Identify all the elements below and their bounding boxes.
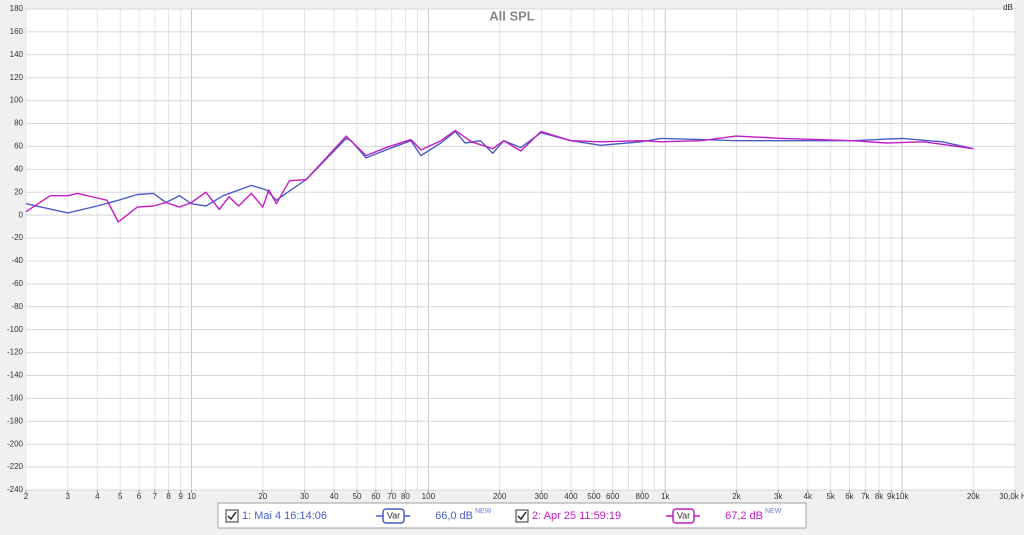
y-tick-label: 80	[14, 119, 23, 128]
legend	[217, 502, 807, 529]
legend-badge: NEW	[475, 508, 492, 515]
y-tick-label: -100	[7, 325, 24, 334]
plot-area	[25, 8, 1016, 491]
legend-items: 1: Mai 4 16:14:06 Var 66,0 dB NEW 2: Apr 25 …	[225, 508, 782, 524]
x-tick-label: 400	[564, 492, 578, 501]
x-tick-label: 40	[330, 492, 339, 501]
x-tick-label: 8	[166, 492, 171, 501]
x-tick-label: 5	[118, 492, 123, 501]
x-tick-label: 9	[178, 492, 183, 501]
checkbox[interactable]	[225, 509, 239, 523]
x-tick-label: 800	[636, 492, 650, 501]
x-tick-label: 9k	[887, 492, 896, 501]
y-tick-label: -60	[11, 279, 23, 288]
series-line	[25, 129, 974, 223]
y-tick-label: 40	[14, 164, 23, 173]
x-tick-label: 10k	[896, 492, 910, 501]
y-tick-label: -160	[7, 393, 24, 402]
legend-tag-box[interactable]	[382, 508, 405, 524]
y-axis-label: dB	[1003, 3, 1013, 12]
x-tick-label: 20k	[967, 492, 981, 501]
checkbox[interactable]	[515, 509, 529, 523]
x-tick-label: 3	[65, 492, 70, 501]
y-tick-label: 140	[10, 50, 24, 59]
x-tick-label: 60	[371, 492, 380, 501]
y-tick-label: 160	[10, 27, 24, 36]
y-tick-label: -220	[7, 462, 24, 471]
y-tick-label: -180	[7, 416, 24, 425]
x-tick-label: 7	[153, 492, 158, 501]
checkmark	[517, 511, 527, 521]
x-tick-label: 7k	[861, 492, 870, 501]
x-tick-label: 4k	[804, 492, 813, 501]
legend-label[interactable]: 1: Mai 4 16:14:06	[242, 510, 327, 522]
x-tick-label: 6k	[845, 492, 854, 501]
x-tick-label: 10	[187, 492, 196, 501]
legend-readout: 67,2 dB	[725, 510, 763, 522]
x-tick-label: 300	[535, 492, 549, 501]
x-tick-label: 8k	[875, 492, 884, 501]
checkmark	[227, 511, 237, 521]
y-tick-label: -240	[7, 485, 24, 494]
y-tick-label: 60	[14, 142, 23, 151]
series-line	[25, 130, 974, 214]
x-tick-label: 3k	[774, 492, 783, 501]
chart-title: All SPL	[489, 8, 535, 23]
x-tick-label: 2	[24, 492, 29, 501]
x-tick-label: 4	[95, 492, 100, 501]
y-tick-label: 20	[14, 187, 23, 196]
legend-badge: NEW	[765, 508, 782, 515]
x-tick-label: 6	[137, 492, 142, 501]
y-tick-label: -80	[11, 302, 23, 311]
y-tick-label: -140	[7, 371, 24, 380]
x-tick-label: 30,0k Hz	[999, 492, 1024, 501]
x-tick-label: 30	[300, 492, 309, 501]
legend-tag[interactable]: Var	[387, 510, 400, 520]
x-tick-label: 80	[401, 492, 410, 501]
legend-label[interactable]: 2: Apr 25 11:59:19	[532, 510, 621, 522]
x-tick-label: 100	[422, 492, 436, 501]
x-tick-label: 20	[258, 492, 267, 501]
lines	[25, 129, 974, 223]
y-tick-label: 0	[19, 210, 24, 219]
y-tick-label: -120	[7, 348, 24, 357]
y-tick-label: -40	[11, 256, 23, 265]
y-tick-label: -20	[11, 233, 23, 242]
y-tick-label: 120	[10, 73, 24, 82]
y-tick-label: -200	[7, 439, 24, 448]
x-tick-label: 50	[353, 492, 362, 501]
y-tick-label: 180	[10, 4, 24, 13]
x-tick-label: 2k	[732, 492, 741, 501]
x-tick-label: 5k	[826, 492, 835, 501]
x-tick-label: 70	[387, 492, 396, 501]
legend-tag-box[interactable]	[672, 508, 695, 524]
x-tick-label: 200	[493, 492, 507, 501]
x-tick-label: 1k	[661, 492, 670, 501]
y-tick-label: 100	[10, 96, 24, 105]
x-tick-label: 500	[587, 492, 601, 501]
legend-readout: 66,0 dB	[435, 510, 473, 522]
x-tick-label: 600	[606, 492, 620, 501]
legend-tag[interactable]: Var	[677, 510, 690, 520]
grid	[25, 8, 1016, 493]
